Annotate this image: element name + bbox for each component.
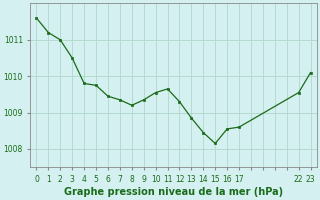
X-axis label: Graphe pression niveau de la mer (hPa): Graphe pression niveau de la mer (hPa) [64,187,283,197]
